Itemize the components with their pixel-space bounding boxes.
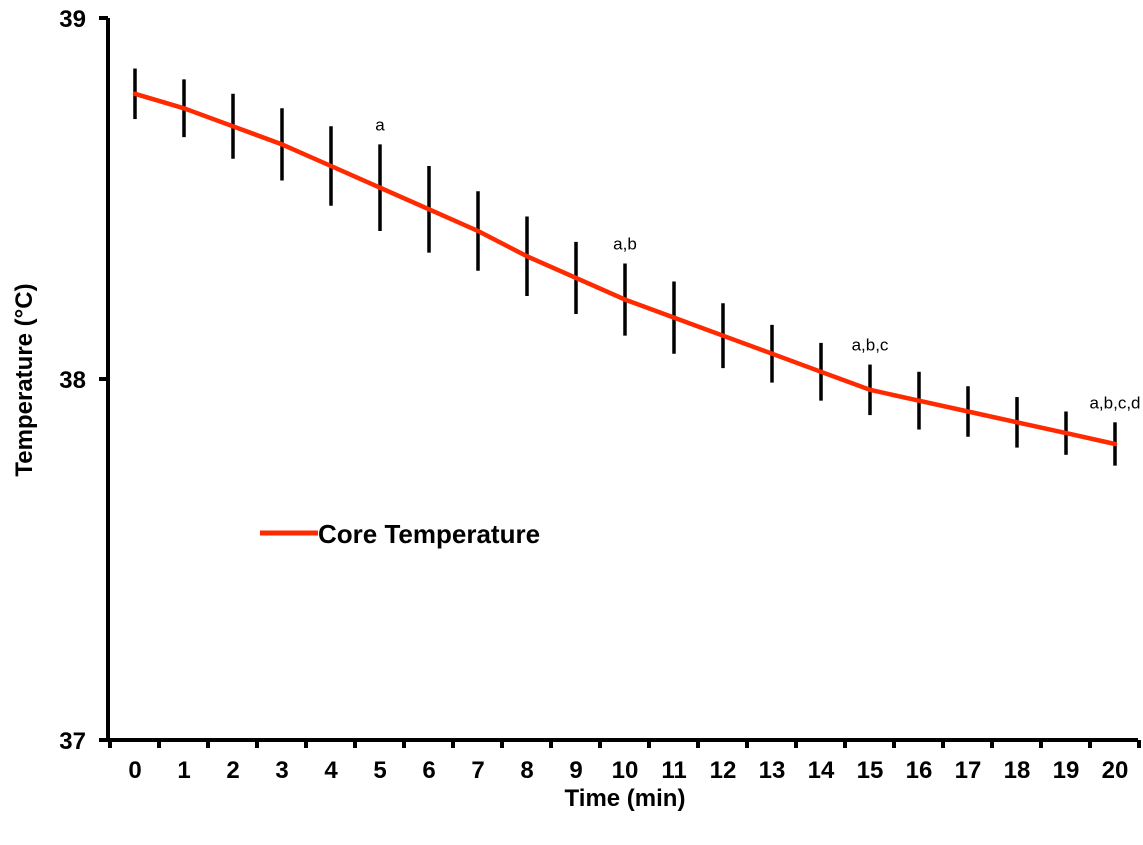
significance-annotation: a,b,c,d <box>1089 393 1140 412</box>
x-axis-ticks: 0 1 2 3 4 5 6 7 8 9 10 11 12 13 14 15 16 17 18 19 20 <box>108 740 1141 784</box>
y-tick-label: 37 <box>59 728 86 755</box>
y-axis-title: Temperature (°C) <box>11 283 38 476</box>
error-bars <box>133 68 1117 466</box>
y-axis-ticks: 37 38 39 <box>59 6 108 755</box>
x-axis-title: Time (min) <box>565 785 686 812</box>
x-tick-label: 6 <box>422 757 435 784</box>
x-tick-label: 15 <box>857 757 884 784</box>
series-line-core-temperature <box>132 91 1118 447</box>
x-tick-label: 17 <box>955 757 982 784</box>
legend-label: Core Temperature <box>318 519 540 549</box>
significance-annotation: a,b,c <box>852 336 889 355</box>
x-tick-label: 18 <box>1004 757 1031 784</box>
y-tick-label: 38 <box>59 367 86 394</box>
x-tick-label: 12 <box>710 757 737 784</box>
x-tick-label: 10 <box>612 757 639 784</box>
x-tick-label: 7 <box>471 757 484 784</box>
x-tick-label: 16 <box>906 757 933 784</box>
significance-annotations: a a,b a,b,c a,b,c,d <box>375 115 1140 412</box>
x-tick-label: 3 <box>275 757 288 784</box>
x-tick-label: 14 <box>808 757 835 784</box>
x-tick-label: 19 <box>1053 757 1080 784</box>
x-tick-label: 5 <box>373 757 386 784</box>
x-tick-label: 1 <box>177 757 190 784</box>
x-tick-label: 9 <box>569 757 582 784</box>
x-tick-label: 13 <box>759 757 786 784</box>
x-tick-label: 0 <box>128 757 141 784</box>
legend: Core Temperature <box>260 519 540 549</box>
significance-annotation: a <box>375 115 385 134</box>
significance-annotation: a,b <box>613 234 637 253</box>
x-tick-label: 8 <box>520 757 533 784</box>
y-tick-label: 39 <box>59 6 86 33</box>
x-tick-label: 2 <box>226 757 239 784</box>
x-tick-label: 4 <box>324 757 338 784</box>
x-tick-label: 11 <box>661 757 686 784</box>
x-tick-label: 20 <box>1102 757 1129 784</box>
